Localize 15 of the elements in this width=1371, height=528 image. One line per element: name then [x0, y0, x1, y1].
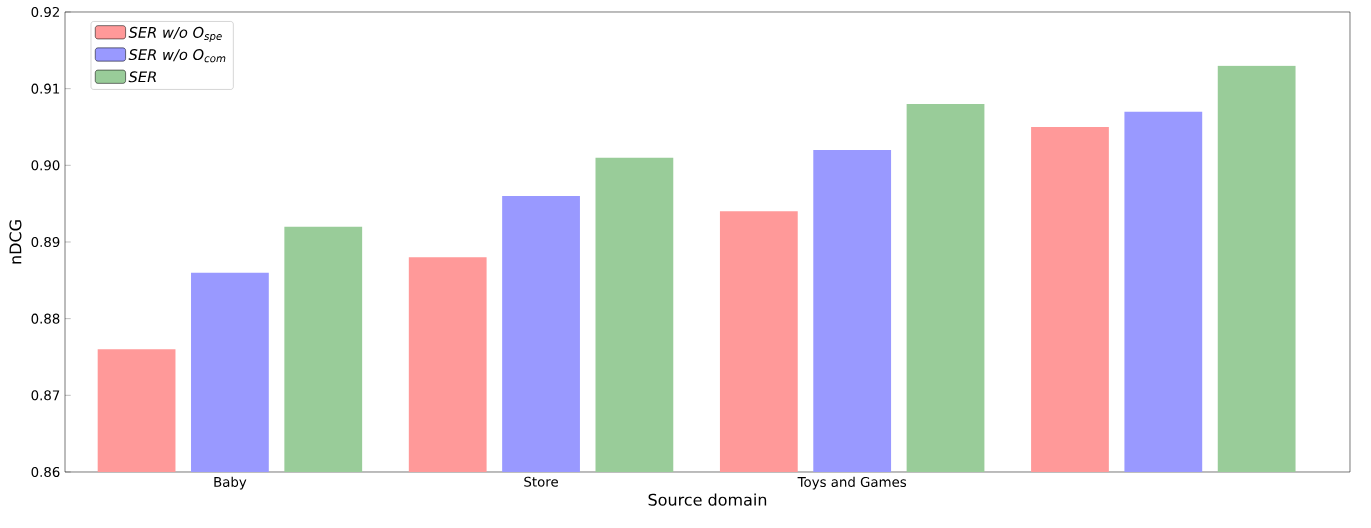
- x-tick-label: Toys and Games: [797, 476, 907, 490]
- y-tick-label: 0.92: [31, 6, 59, 18]
- y-tick-label: 0.87: [31, 390, 60, 401]
- legend-label: SER: [128, 71, 156, 83]
- y-tick-label: 0.88: [31, 313, 60, 324]
- legend-label: SER w/o O$_{com}$: [128, 49, 226, 63]
- y-tick-label: 0.89: [31, 236, 60, 248]
- y-axis-title: nDCG: [9, 220, 22, 264]
- y-tick-label: 0.91: [31, 83, 60, 94]
- x-axis-title: Source domain: [648, 493, 767, 506]
- y-tick-label: 0.90: [31, 160, 60, 171]
- x-tick-label: Baby: [214, 476, 247, 490]
- y-tick-label: 0.86: [31, 466, 60, 478]
- legend-label: SER w/o O$_{spe}$: [128, 26, 222, 42]
- x-tick-label: Store: [524, 476, 558, 487]
